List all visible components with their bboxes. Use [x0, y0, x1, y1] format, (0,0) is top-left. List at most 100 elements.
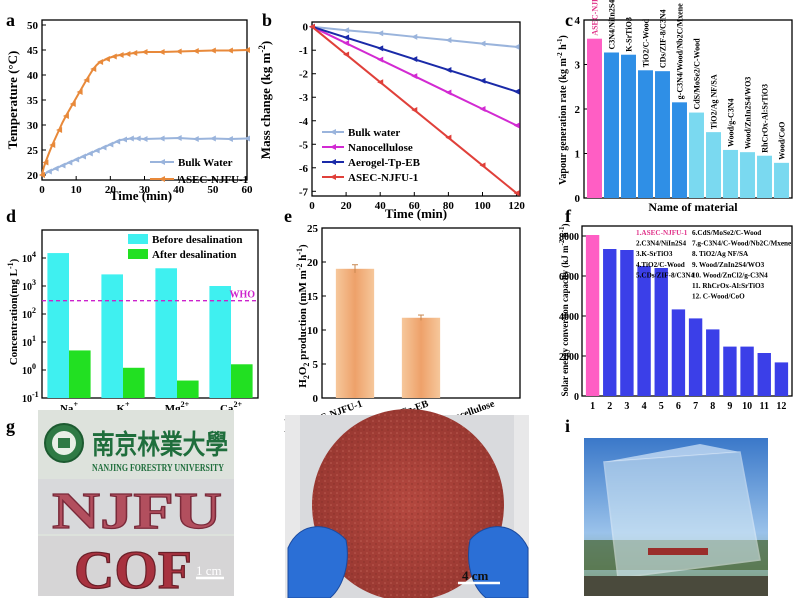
chart-f-bar	[757, 353, 771, 396]
chart-a-point	[121, 136, 127, 143]
chart-a-point	[175, 135, 182, 141]
chart-f-legend-entry: 6.CdS/MoSe2/C-Wood	[692, 229, 761, 237]
chart-a-point	[107, 141, 114, 148]
chart-d-legend-swatch	[128, 249, 148, 259]
chart-f-bar	[637, 266, 651, 396]
chart-c-bar	[740, 152, 755, 198]
chart-b-point	[479, 162, 486, 169]
chart-a-ytick-label: 25	[27, 145, 39, 157]
chart-a-point	[86, 150, 93, 157]
chart-f-bar	[740, 346, 754, 396]
chart-d-legend-label: After desalination	[152, 249, 236, 261]
chart-c-bar-label: Wood/ZnIn2S4/WO3	[744, 77, 753, 149]
chart-b-point	[377, 30, 384, 37]
chart-f-xtick-label: 10	[742, 401, 752, 412]
chart-a-frame	[41, 19, 248, 181]
chart-f-xtick-label: 1	[590, 401, 595, 412]
panel-label-b: b	[262, 10, 272, 30]
photo-g-tray-top	[38, 479, 234, 534]
chart-d-bar-before	[155, 268, 177, 398]
chart-c-bar-label: RhCrOx-Al:SrTiO3	[761, 84, 770, 153]
letters-cof: COF	[74, 540, 192, 598]
chart-a-point	[80, 153, 86, 160]
chart-d-bar-after	[231, 364, 253, 398]
chart-a-point	[39, 172, 45, 178]
chart-a-xtick-label: 60	[242, 184, 254, 196]
chart-f-legend-entry: 11. RhCrOx-Al:SrTiO3	[692, 282, 765, 290]
chart-a: Temperature (°C) Time (min) 0 10 20 30 40 50 6…	[5, 19, 254, 203]
chart-b-ytick-label: -7	[299, 186, 309, 198]
chart-f-legend-entry: 10. Wood/ZnCl2/g-C3N4	[692, 271, 768, 279]
chart-a-xtick-label: 30	[139, 184, 151, 196]
chart-f-legend-entry: 7.g-C3N4/C-Wood/Nb2C/Mxene	[692, 240, 791, 248]
chart-a-point	[175, 48, 182, 55]
chart-b-point	[343, 27, 350, 34]
chart-a-legend-marker	[159, 176, 165, 182]
chart-f-xtick-label: 11	[760, 401, 769, 412]
chart-a-point	[117, 52, 124, 58]
chart-f-bar	[671, 309, 686, 396]
chart-a-point	[158, 49, 165, 55]
panel-label-c: c	[565, 10, 573, 30]
chart-e-ytick-label: 10	[307, 325, 319, 337]
chart-a-xlabel: Time (min)	[110, 188, 172, 203]
chart-b-point	[479, 106, 486, 112]
chart-c-bar	[621, 54, 636, 199]
chart-f-ytick-label: 2000	[559, 352, 579, 363]
chart-a-point	[131, 50, 138, 56]
chart-f-ytick-label: 0	[574, 392, 579, 403]
chart-b-point	[343, 40, 350, 47]
chart-a-ylabel: Temperature (°C)	[5, 51, 20, 150]
chart-a-point	[103, 56, 110, 62]
chart-b-ytick-label: -2	[299, 69, 309, 81]
chart-d-ytick-label: 104	[22, 250, 36, 265]
chart-d-xtick-label: K+	[116, 400, 130, 415]
chart-a-point	[66, 159, 73, 166]
glass-device	[603, 451, 761, 579]
chart-f-legend-entry: 8. TiO2/Ag NF/SA	[692, 250, 749, 258]
chart-d-ytick-label: 101	[22, 334, 36, 349]
chart-b-legend-label: Bulk water	[348, 127, 400, 139]
chart-c: Vapour generation rate (kg m-2 h-1) Name…	[556, 0, 793, 214]
chart-b: Mass change (kg m-2) Time (min) 0 20 40 60 8…	[257, 21, 525, 221]
chart-b-point	[411, 73, 418, 80]
chart-a-point	[76, 89, 83, 95]
chart-d-bar-before	[209, 286, 231, 398]
chart-f-frame	[581, 225, 793, 397]
chart-e-ytick-label: 5	[313, 359, 319, 371]
chart-b-ytick-label: -6	[299, 163, 309, 175]
chart-f-legend-entry: 4.TiO2/C-Wood	[636, 261, 685, 269]
chart-a-point	[93, 147, 100, 154]
chart-f-xtick-label: 8	[710, 401, 715, 412]
chart-f-xtick-label: 2	[607, 401, 612, 412]
chart-d: Concentration(mg L-1) 10-1 100 101 102 103 10…	[6, 229, 259, 415]
chart-a-legend-label: Bulk Water	[178, 157, 233, 169]
chart-a-point	[127, 135, 134, 142]
chart-b-xtick-label: 80	[443, 200, 455, 212]
chart-c-bar-label: Wood/CoO	[778, 122, 787, 160]
panel-label-i: i	[565, 416, 570, 436]
chart-d-who-label: WHO	[229, 290, 255, 301]
chart-f-xtick-label: 4	[642, 401, 647, 412]
chart-a-point	[226, 47, 233, 54]
chart-c-bar	[604, 52, 619, 198]
chart-b-point	[445, 66, 452, 73]
chart-a-point	[141, 136, 148, 142]
chart-f-xtick-label: 9	[727, 401, 732, 412]
photo-h: 4 cm	[285, 409, 529, 598]
chart-b-point	[479, 40, 486, 47]
chart-c-bar-label: C3N4/NiIn2S4	[608, 0, 617, 49]
chart-f-ylabel: Solar energy conversion capacity (kJ m-2…	[558, 223, 570, 396]
chart-c-bar-label: Wood/g-C3N4	[727, 98, 736, 146]
chart-c-ylabel: Vapour generation rate (kg m-2 h-1)	[556, 35, 569, 185]
chart-c-bar-label: g-C3N4/Wood/Nb2C/Mxene	[676, 3, 685, 99]
chart-a-point	[52, 165, 59, 172]
chart-a-point	[45, 168, 52, 175]
chart-f-legend-entry: 5.CDs/ZIF-8/C3N4	[636, 271, 695, 279]
chart-a-point	[100, 144, 107, 151]
chart-b-xtick-label: 100	[474, 200, 491, 212]
chart-f-legend-entry: 2.C3N4/NiIn2S4	[636, 240, 687, 248]
red-disk-texture	[312, 409, 504, 598]
chart-a-xtick-label: 20	[105, 184, 117, 196]
